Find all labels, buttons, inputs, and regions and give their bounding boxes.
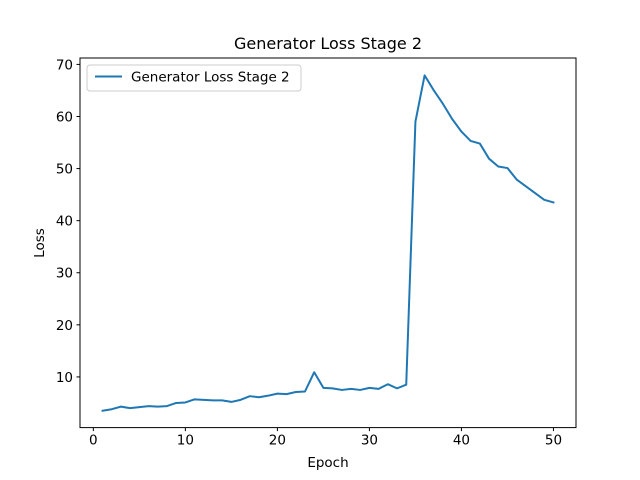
y-tick-label: 70 — [56, 57, 73, 73]
data-point — [304, 391, 306, 393]
data-point — [405, 384, 407, 386]
data-point — [378, 388, 380, 390]
data-point — [166, 405, 168, 407]
data-point — [240, 399, 242, 401]
data-point — [221, 399, 223, 401]
data-point — [497, 165, 499, 167]
data-point — [295, 391, 297, 393]
data-point — [322, 387, 324, 389]
data-point — [276, 393, 278, 395]
plot-area: 0 10 20 30 40 50 10 20 30 40 50 60 70 — [56, 57, 562, 448]
data-point — [230, 401, 232, 403]
data-point — [516, 179, 518, 181]
legend-box — [86, 64, 302, 92]
data-point — [424, 74, 426, 76]
chart-title: Generator Loss Stage 2 — [234, 34, 422, 53]
y-tick-label: 50 — [56, 162, 73, 178]
data-point — [332, 387, 334, 389]
data-point — [350, 388, 352, 390]
data-point — [286, 393, 288, 395]
data-point — [184, 401, 186, 403]
y-tick-label: 20 — [56, 318, 73, 334]
data-point — [543, 199, 545, 201]
data-point — [433, 89, 435, 91]
data-point — [313, 371, 315, 373]
data-point — [552, 201, 554, 203]
data-point — [396, 387, 398, 389]
data-point — [258, 396, 260, 398]
x-tick-label: 50 — [545, 433, 562, 449]
data-point — [387, 383, 389, 385]
data-point — [120, 406, 122, 408]
x-tick-label: 40 — [453, 433, 470, 449]
x-axis-label: Epoch — [307, 455, 348, 471]
data-point — [212, 399, 214, 401]
y-tick-label: 60 — [56, 109, 73, 125]
y-tick-label: 40 — [56, 214, 73, 230]
y-tick-label: 10 — [56, 370, 73, 386]
legend: Generator Loss Stage 2 — [86, 64, 302, 92]
data-point — [203, 399, 205, 401]
data-point — [470, 140, 472, 142]
series-line — [101, 74, 555, 412]
data-point — [479, 143, 481, 145]
data-point — [148, 405, 150, 407]
data-point — [359, 389, 361, 391]
data-point — [442, 103, 444, 105]
x-tick-label: 30 — [361, 433, 378, 449]
data-point — [267, 395, 269, 397]
data-point — [102, 410, 104, 412]
data-point — [175, 402, 177, 404]
x-tick-label: 20 — [269, 433, 286, 449]
x-tick-label: 10 — [177, 433, 194, 449]
data-point — [488, 158, 490, 160]
x-tick-label: 0 — [89, 433, 98, 449]
data-point — [138, 406, 140, 408]
data-point — [129, 407, 131, 409]
data-point — [111, 408, 113, 410]
data-point — [194, 398, 196, 400]
data-point — [534, 192, 536, 194]
data-point — [460, 131, 462, 133]
data-point — [414, 121, 416, 123]
data-point — [249, 395, 251, 397]
y-axis-label: Loss — [32, 228, 48, 258]
data-point — [341, 389, 343, 391]
legend-label: Generator Loss Stage 2 — [131, 70, 290, 86]
data-point — [525, 185, 527, 187]
data-point — [368, 387, 370, 389]
data-point — [451, 118, 453, 120]
axes-frame — [79, 57, 577, 429]
data-point — [157, 406, 159, 408]
data-point — [506, 167, 508, 169]
y-tick-label: 30 — [56, 266, 73, 282]
